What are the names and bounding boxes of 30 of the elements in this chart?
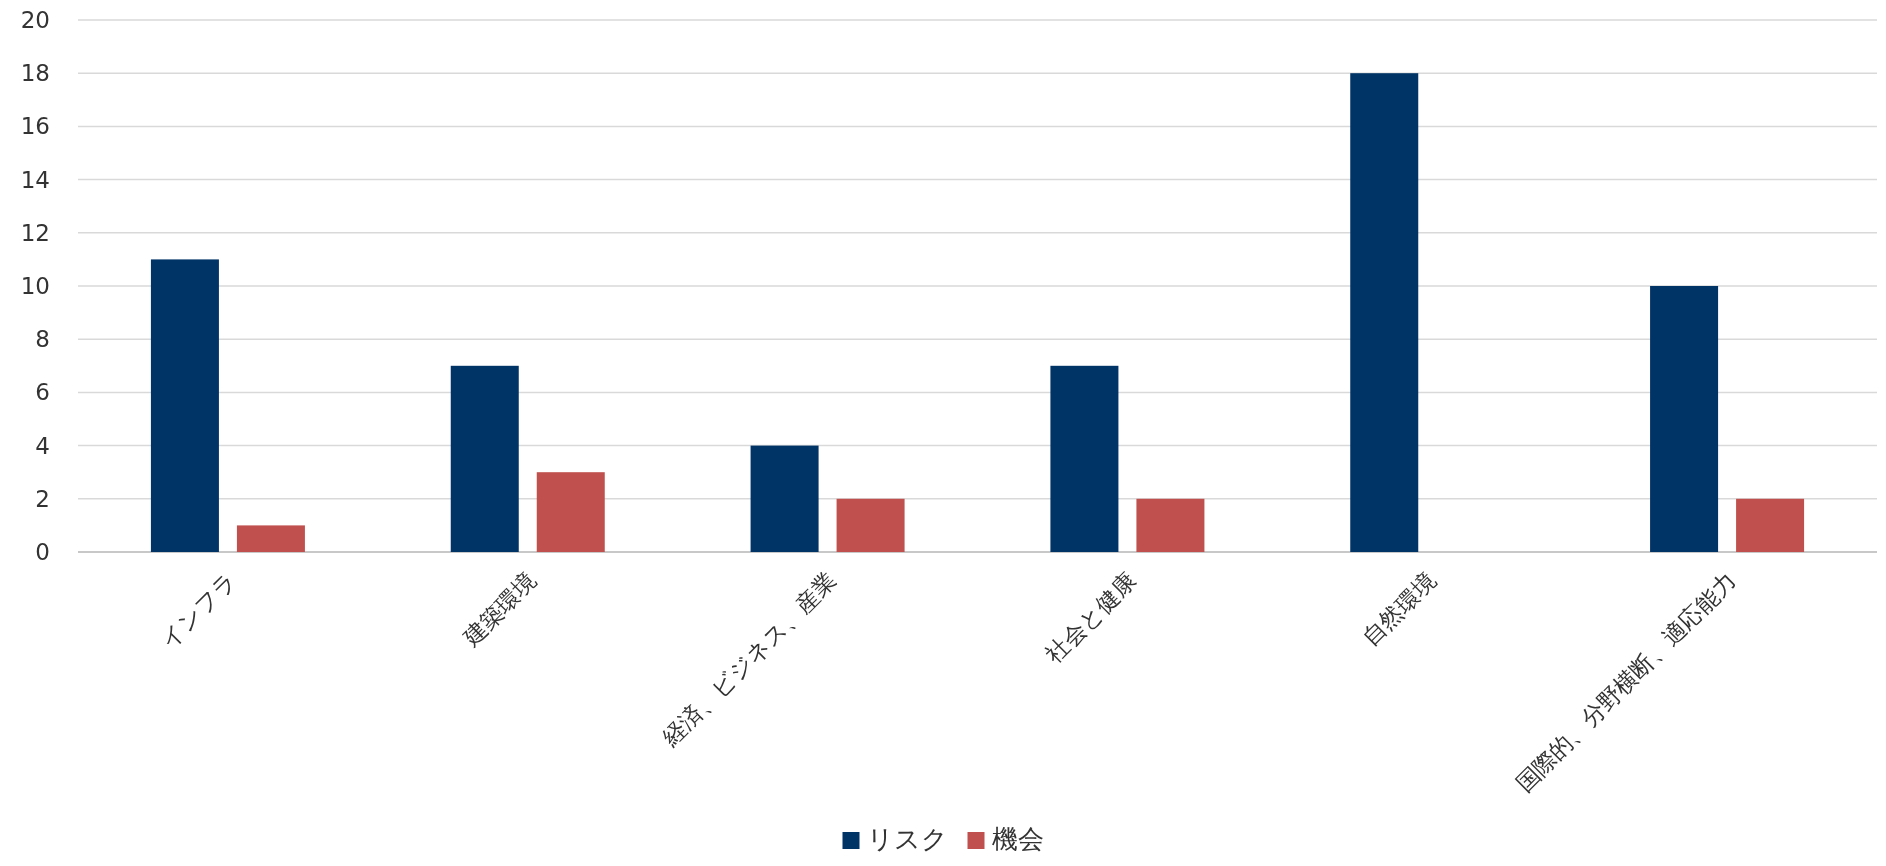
- bar: [236, 525, 305, 552]
- bar: [1650, 286, 1719, 552]
- x-tick-label: 国際的、分野横断、適応能力: [1510, 567, 1741, 797]
- bar: [536, 472, 605, 552]
- bar: [836, 498, 905, 552]
- y-tick-label: 6: [35, 379, 50, 406]
- y-tick-label: 8: [35, 326, 50, 353]
- y-tick-label: 4: [35, 432, 50, 459]
- bar: [150, 259, 219, 552]
- legend-label: 機会: [991, 824, 1044, 854]
- y-tick-label: 0: [35, 539, 50, 565]
- y-tick-label: 20: [20, 7, 50, 33]
- y-tick-label: 14: [20, 166, 50, 193]
- bar: [1050, 365, 1119, 552]
- x-tick-label: 建築環境: [457, 567, 542, 652]
- bar: [1136, 498, 1205, 552]
- bar: [1350, 73, 1419, 552]
- y-tick-label: 12: [20, 219, 50, 246]
- y-tick-label: 10: [20, 273, 50, 299]
- x-tick-label: 社会と健康: [1040, 567, 1141, 668]
- bar: [750, 445, 819, 552]
- y-tick-label: 2: [35, 485, 50, 512]
- bar: [450, 365, 519, 552]
- y-tick-label: 18: [20, 60, 50, 87]
- x-tick-label: インフラ: [155, 567, 242, 654]
- x-tick-label: 経済、ビジネス、産業: [656, 567, 842, 752]
- x-tick-label: 自然環境: [1357, 567, 1441, 651]
- y-tick-label: 16: [20, 113, 50, 140]
- legend-label: リスク: [866, 824, 948, 854]
- bar: [1736, 498, 1805, 552]
